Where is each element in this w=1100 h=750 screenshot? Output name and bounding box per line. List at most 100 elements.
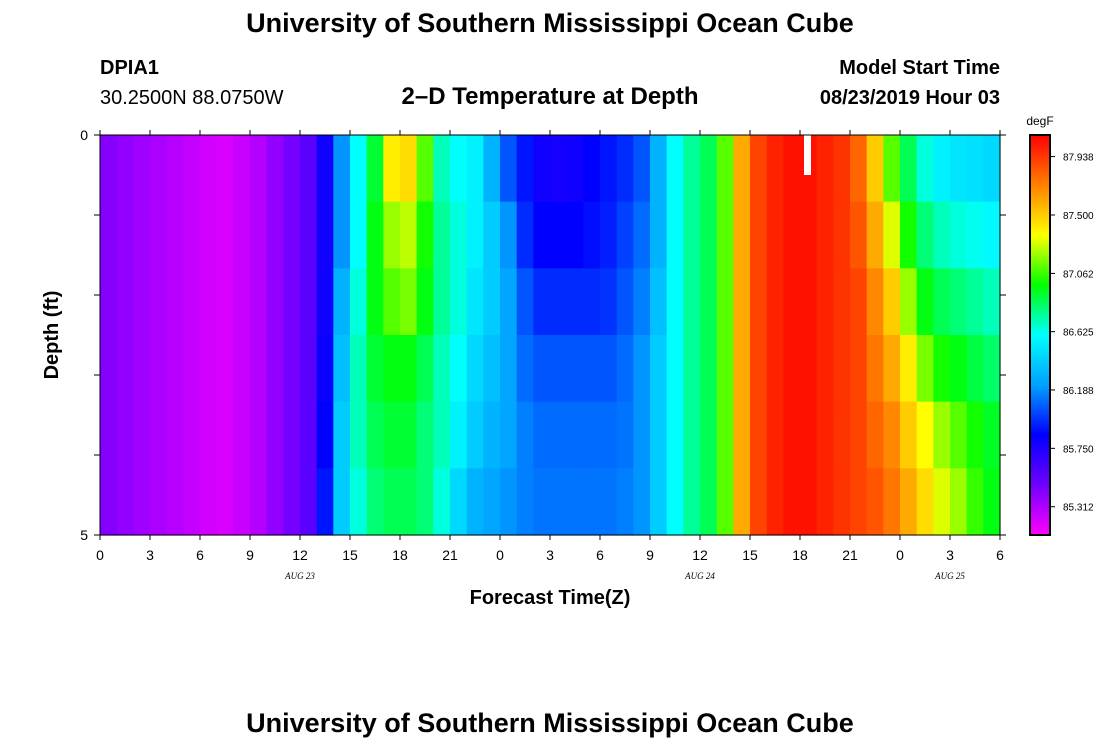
heatmap-cell	[400, 268, 418, 336]
x-tick-label: 15	[742, 547, 758, 563]
colorbar-tick-label: 86.625	[1063, 328, 1094, 339]
heatmap-cell	[166, 335, 184, 403]
heatmap-cell	[333, 268, 351, 336]
heatmap-cell	[133, 468, 151, 536]
heatmap-cell	[116, 201, 134, 269]
heatmap-cell	[516, 201, 534, 269]
heatmap-cell	[933, 201, 951, 269]
heatmap-cell	[650, 201, 668, 269]
heatmap-cell	[433, 135, 451, 203]
heatmap-cell	[633, 401, 651, 469]
heatmap-cell	[166, 201, 184, 269]
x-axis: 0 3 6 9 12 15 18 21 0 3 6 9 12 15 18 21 0 3 6 AUG 23 AUG 24 A…	[96, 130, 1004, 581]
heatmap-cell	[466, 401, 484, 469]
heatmap-cell	[216, 135, 234, 203]
heatmap-cell	[466, 268, 484, 336]
heatmap-cell	[850, 468, 868, 536]
heatmap-cell	[266, 401, 284, 469]
colorbar-unit: degF	[1026, 114, 1053, 128]
heatmap-cell	[333, 135, 351, 203]
heatmap-cell	[883, 268, 901, 336]
x-tick-label: 6	[596, 547, 604, 563]
heatmap-cell	[600, 401, 618, 469]
heatmap-cell	[266, 468, 284, 536]
heatmap-cell	[750, 401, 768, 469]
heatmap-cell	[700, 135, 718, 203]
heatmap-cell	[816, 135, 834, 203]
heatmap-cell	[366, 201, 384, 269]
heatmap-cell	[150, 201, 168, 269]
heatmap-cell	[100, 335, 118, 403]
x-tick-label: 18	[392, 547, 408, 563]
heatmap-cell	[416, 201, 434, 269]
heatmap-cell	[183, 401, 201, 469]
heatmap-cell	[100, 201, 118, 269]
heatmap-cell	[800, 268, 818, 336]
x-date-label: AUG 23	[284, 571, 315, 581]
heatmap-cell	[216, 335, 234, 403]
heatmap-cell	[866, 335, 884, 403]
heatmap-cell	[283, 201, 301, 269]
heatmap-cell	[466, 135, 484, 203]
heatmap-cell	[916, 468, 934, 536]
heatmap-cell	[633, 201, 651, 269]
heatmap-cell	[583, 401, 601, 469]
x-tick-label: 0	[896, 547, 904, 563]
heatmap-cell	[600, 335, 618, 403]
heatmap-cell	[250, 401, 268, 469]
x-date-label: AUG 25	[934, 571, 965, 581]
heatmap-cell	[750, 201, 768, 269]
heatmap-cell	[250, 468, 268, 536]
heatmap-cell	[433, 468, 451, 536]
heatmap-cell	[933, 468, 951, 536]
heatmap-cell	[200, 401, 218, 469]
heatmap-cell	[166, 135, 184, 203]
station-id: DPIA1	[100, 57, 159, 79]
heatmap-cell	[350, 268, 368, 336]
heatmap-cell	[650, 268, 668, 336]
heatmap-cell	[800, 401, 818, 469]
heatmap-cell	[366, 335, 384, 403]
heatmap-cell	[500, 401, 518, 469]
heatmap-cell	[200, 468, 218, 536]
heatmap-cell	[283, 135, 301, 203]
x-tick-label: 9	[246, 547, 254, 563]
heatmap-cell	[833, 201, 851, 269]
heatmap-cell	[716, 468, 734, 536]
heatmap-cell	[950, 335, 968, 403]
heatmap-cell	[733, 268, 751, 336]
heatmap-cell	[416, 135, 434, 203]
plot-title: 2–D Temperature at Depth	[401, 83, 699, 110]
heatmap-cell	[300, 335, 318, 403]
heatmap-cell	[100, 401, 118, 469]
heatmap-cell	[316, 335, 334, 403]
heatmap-cell	[566, 201, 584, 269]
heatmap-cell	[666, 468, 684, 536]
heatmap-cell	[300, 201, 318, 269]
heatmap-cell	[983, 201, 1001, 269]
heatmap-cell	[900, 201, 918, 269]
heatmap-cell	[500, 268, 518, 336]
heatmap-cell	[383, 468, 401, 536]
heatmap-cell	[616, 201, 634, 269]
heatmap-cell	[833, 401, 851, 469]
y-tick-label: 0	[80, 127, 88, 143]
heatmap-cell	[783, 201, 801, 269]
heatmap-cell	[900, 135, 918, 203]
heatmap-cell	[966, 135, 984, 203]
x-tick-label: 21	[442, 547, 458, 563]
heatmap-cell	[750, 468, 768, 536]
heatmap-cell	[616, 335, 634, 403]
heatmap-cell	[816, 468, 834, 536]
heatmap-cell	[983, 135, 1001, 203]
heatmap-cell	[216, 201, 234, 269]
heatmap-cell	[666, 335, 684, 403]
heatmap-cell	[316, 135, 334, 203]
heatmap-cell	[516, 401, 534, 469]
model-start-label: Model Start Time	[839, 57, 1000, 79]
heatmap-cell	[350, 401, 368, 469]
heatmap-cell	[466, 201, 484, 269]
heatmap-cell	[850, 401, 868, 469]
model-start-value: 08/23/2019 Hour 03	[819, 87, 1000, 109]
heatmap-cell	[750, 335, 768, 403]
